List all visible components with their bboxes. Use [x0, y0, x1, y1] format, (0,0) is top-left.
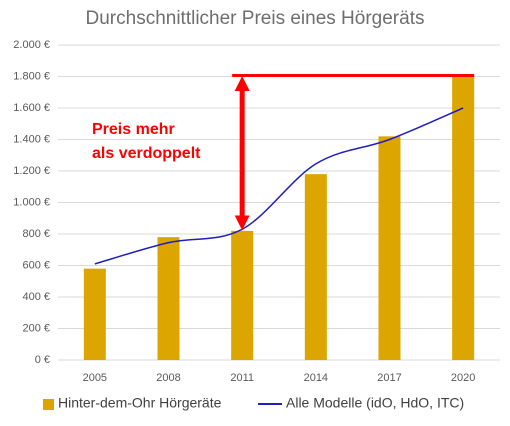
x-tick-label: 2005 — [83, 372, 107, 384]
x-tick-label: 2014 — [304, 372, 328, 384]
y-tick-label: 0 € — [35, 354, 50, 366]
y-tick-label: 200 € — [22, 322, 50, 334]
line — [94, 107, 464, 265]
y-tick-label: 800 € — [22, 228, 50, 240]
bar — [157, 237, 180, 360]
y-tick-label: 1.600 € — [13, 102, 50, 114]
y-tick-label: 1.400 € — [13, 133, 50, 145]
x-tick-label: 2020 — [451, 372, 475, 384]
y-tick-label: 1.800 € — [13, 70, 50, 82]
bar — [378, 136, 401, 360]
bar — [304, 174, 327, 360]
legend-label: Alle Modelle (idO, HdO, ITC) — [286, 395, 464, 411]
x-tick-label: 2008 — [156, 372, 180, 384]
chart-title: Durchschnittlicher Preis eines Hörgeräts — [86, 8, 425, 29]
y-tick-label: 600 € — [22, 259, 50, 271]
y-tick-label: 2.000 € — [13, 39, 50, 51]
y-tick-label: 1.200 € — [13, 165, 50, 177]
y-tick-label: 1.000 € — [13, 196, 50, 208]
annotation-text: als verdoppelt — [92, 145, 201, 162]
legend-label: Hinter-dem-Ohr Hörgeräte — [58, 395, 222, 411]
x-tick-label: 2017 — [377, 372, 401, 384]
bar — [231, 230, 254, 360]
legend-swatch — [43, 399, 54, 410]
x-tick-label: 2011 — [230, 372, 254, 384]
annotation-text: Preis mehr — [92, 121, 175, 138]
bar — [452, 76, 475, 360]
y-tick-label: 400 € — [22, 291, 50, 303]
bar — [83, 268, 106, 360]
